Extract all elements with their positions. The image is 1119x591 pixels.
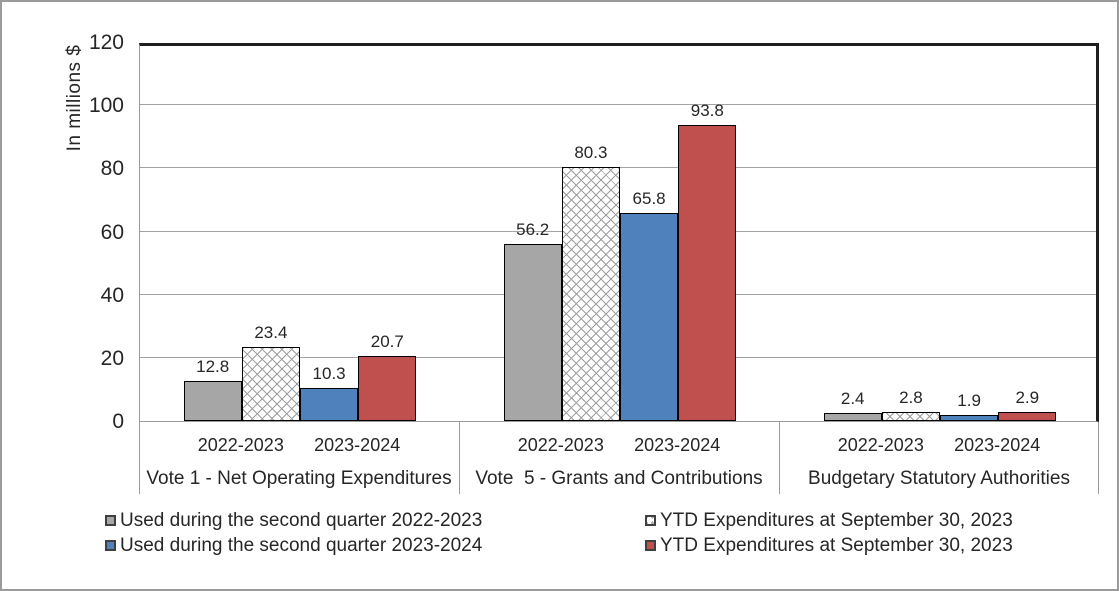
category-axis: 2022-2023 2023-2024 Vote 1 - Net Operating… — [139, 422, 1099, 495]
bar-value-label: 2.9 — [1015, 387, 1040, 407]
y-tick-label: 20 — [100, 346, 124, 370]
legend-label: YTD Expenditures at September 30, 2023 — [660, 509, 1013, 531]
y-tick-label: 80 — [100, 157, 124, 181]
bar-value-label: 12.8 — [196, 356, 230, 376]
legend-swatch — [105, 515, 116, 526]
group-separator — [139, 422, 140, 494]
legend-item: YTD Expenditures at September 30, 2023 — [645, 510, 1013, 532]
bar — [940, 415, 999, 421]
subcategory-label: 2022-2023 — [197, 435, 284, 455]
legend-label: Used during the second quarter 2022-2023 — [120, 509, 483, 531]
legend-item: YTD Expenditures at September 30, 2023 — [645, 535, 1013, 557]
legend: Used during the second quarter 2022-2023… — [105, 508, 1013, 558]
bar-value-label: 2.4 — [840, 389, 865, 409]
legend-swatch — [645, 540, 656, 551]
subcategory-label: 2023-2024 — [954, 435, 1041, 455]
bar — [678, 124, 737, 421]
bar — [358, 355, 417, 421]
bar-value-label: 56.2 — [516, 219, 550, 239]
y-tick-label: 60 — [100, 220, 124, 244]
gridline — [140, 104, 1096, 106]
y-tick-label: 100 — [88, 94, 124, 118]
bar-value-label: 20.7 — [370, 331, 404, 351]
subcategory-label: 2022-2023 — [517, 435, 604, 455]
group-label: Vote 1 - Net Operating Expenditures — [146, 468, 452, 489]
bar — [620, 213, 679, 421]
y-tick-label: 120 — [88, 31, 124, 54]
legend-label: YTD Expenditures at September 30, 2023 — [660, 534, 1013, 556]
plot-area: 12.8 23.4 10.3 20.7 56.2 80.3 65.8 93.8 2.4 2.8 1.… — [139, 43, 1099, 422]
bar-value-label: 80.3 — [574, 143, 608, 163]
bar-value-label: 93.8 — [690, 100, 724, 120]
group-label: Vote 5 - Grants and Contributions — [475, 468, 763, 489]
bar-value-label: 65.8 — [632, 189, 666, 209]
bar — [183, 380, 242, 421]
y-tick-label: 0 — [112, 410, 124, 433]
bar — [881, 412, 940, 421]
legend-item: Used during the second quarter 2022-2023 — [105, 510, 645, 532]
legend-swatch — [105, 540, 116, 551]
bar — [300, 388, 359, 421]
bar — [998, 411, 1057, 421]
bar — [241, 347, 300, 421]
group-separator — [459, 422, 460, 494]
bar-value-label: 1.9 — [957, 391, 981, 410]
subcategory-label: 2022-2023 — [837, 435, 924, 455]
legend-item: Used during the second quarter 2023-2024 — [105, 535, 645, 557]
y-axis-tick-labels: 0 20 40 60 80 100 120 — [44, 2, 124, 502]
group-label: Budgetary Statutory Authorities — [808, 468, 1070, 489]
bar-value-label: 2.8 — [899, 388, 923, 408]
bar-value-label: 10.3 — [312, 364, 346, 384]
bar — [561, 167, 620, 421]
bar-value-label: 23.4 — [254, 323, 288, 343]
group-separator — [1098, 422, 1099, 494]
group-separator — [779, 422, 780, 494]
legend-label: Used during the second quarter 2023-2024 — [120, 534, 483, 556]
bar — [503, 243, 562, 421]
y-tick-label: 40 — [100, 283, 124, 307]
legend-swatch — [645, 515, 656, 526]
subcategory-label: 2023-2024 — [634, 435, 721, 455]
bar — [823, 413, 882, 421]
subcategory-label: 2023-2024 — [314, 435, 401, 455]
